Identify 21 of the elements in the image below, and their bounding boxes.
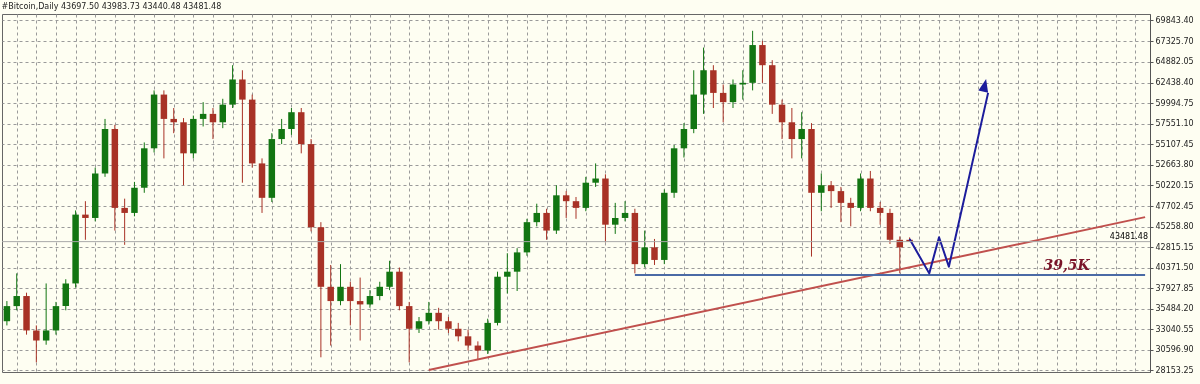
y-tick-label: 50220.15 xyxy=(1155,180,1194,190)
y-tick-label: 37927.85 xyxy=(1155,283,1194,293)
chart-title: #Bitcoin,Daily 43697.50 43983.73 43440.48 43481.48 xyxy=(1,2,222,11)
y-tick-label: 55107.45 xyxy=(1155,139,1194,149)
y-tick-label: 52663.80 xyxy=(1155,160,1194,170)
y-tick-label: 59994.75 xyxy=(1155,98,1194,108)
y-tick-label: 69843.40 xyxy=(1155,15,1194,25)
y-tick-label: 62438.40 xyxy=(1155,78,1194,88)
annotation: 39,5K xyxy=(1043,257,1091,274)
y-tick-label: 42815.15 xyxy=(1155,242,1194,252)
ref-line-label: 43481.48 xyxy=(1109,231,1148,241)
y-tick-label: 33040.55 xyxy=(1155,324,1194,334)
y-tick-label: 67325.70 xyxy=(1155,36,1194,46)
y-tick-label: 28153.25 xyxy=(1155,365,1194,375)
y-tick-label: 57551.10 xyxy=(1155,119,1194,129)
y-tick-label: 35484.20 xyxy=(1155,304,1194,314)
y-tick-label: 40371.50 xyxy=(1155,263,1194,273)
y-tick-label: 64882.05 xyxy=(1155,57,1194,67)
y-tick-label: 30596.90 xyxy=(1155,345,1194,355)
y-tick-label: 45258.80 xyxy=(1155,222,1194,232)
y-tick-label: 47702.45 xyxy=(1155,201,1194,211)
